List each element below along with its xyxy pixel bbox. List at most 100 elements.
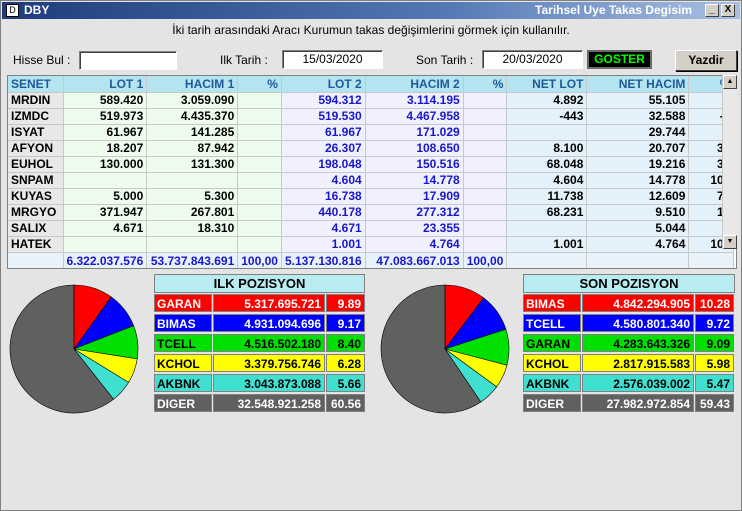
position-symbol: GARAN <box>154 294 212 312</box>
table-header-row: SENET LOT 1 HACIM 1% LOT 2 HACIM 2% NET LOT NE… <box>8 76 735 93</box>
column-header[interactable]: NET LOT <box>506 76 588 93</box>
table-cell: 12.609 <box>586 188 690 205</box>
hisse-bul-label: Hisse Bul : <box>13 53 71 67</box>
table-cell: 68.231 <box>506 204 588 221</box>
son-pozisyon-title: SON POZISYON <box>523 274 735 293</box>
position-row: BIMAS 4.931.094.696 9.17 <box>154 314 366 333</box>
position-value: 2.576.039.002 <box>582 374 694 392</box>
table-row[interactable]: IZMDC 519.973 4.435.370 519.530 4.467.958 -44… <box>8 108 735 125</box>
table-cell: 5.000 <box>63 188 148 205</box>
takas-table[interactable]: SENET LOT 1 HACIM 1% LOT 2 HACIM 2% NET LOT NE… <box>7 75 737 269</box>
table-cell <box>63 172 148 189</box>
son-tarih-label: Son Tarih : <box>416 53 474 67</box>
position-value: 32.548.921.258 <box>213 394 325 412</box>
total-cell <box>8 252 64 268</box>
position-value: 4.842.294.905 <box>582 294 694 312</box>
table-cell: 4.671 <box>63 220 148 237</box>
row-symbol: AFYON <box>8 140 64 157</box>
position-row: DIGER 27.982.972.854 59.43 <box>523 394 735 413</box>
position-symbol: TCELL <box>154 334 212 352</box>
yazdir-button[interactable]: Yazdir <box>675 50 737 71</box>
table-cell: 18.310 <box>146 220 239 237</box>
table-cell <box>463 172 508 189</box>
table-cell: 3.059.090 <box>146 92 239 109</box>
table-cell: 130.000 <box>63 156 148 173</box>
table-cell <box>463 108 508 125</box>
position-symbol: BIMAS <box>523 294 581 312</box>
table-cell: 108.650 <box>365 140 464 157</box>
position-symbol: DIGER <box>523 394 581 412</box>
ilk-pozisyon-pie-chart <box>9 284 139 414</box>
column-header[interactable]: % <box>237 76 282 93</box>
table-scrollbar[interactable]: ▲ ▼ <box>722 75 737 249</box>
table-row[interactable]: MRDIN 589.420 3.059.090 594.312 3.114.195 4.8… <box>8 92 735 109</box>
scroll-down-icon[interactable]: ▼ <box>723 235 737 249</box>
column-header[interactable]: HACIM 1 <box>146 76 239 93</box>
scroll-up-icon[interactable]: ▲ <box>723 75 737 89</box>
column-header[interactable]: NET HACIM <box>586 76 690 93</box>
table-cell: 29.744 <box>586 124 690 141</box>
app-icon[interactable]: D <box>6 4 19 17</box>
row-symbol: HATEK <box>8 236 64 253</box>
hisse-bul-input[interactable] <box>79 51 177 70</box>
table-cell <box>146 236 239 253</box>
total-cell: 47.083.667.013 <box>365 252 464 268</box>
ilk-tarih-input[interactable]: 15/03/2020 <box>282 50 383 69</box>
table-cell: 589.420 <box>63 92 148 109</box>
position-row: GARAN 5.317.695.721 9.89 <box>154 294 366 313</box>
table-cell <box>506 124 588 141</box>
table-row[interactable]: EUHOL 130.000 131.300 198.048 150.516 68.048 1… <box>8 156 735 173</box>
pie-slice-diger <box>9 284 114 414</box>
column-header[interactable]: LOT 2 <box>281 76 366 93</box>
table-row[interactable]: AFYON 18.207 87.942 26.307 108.650 8.100 20.70… <box>8 140 735 157</box>
son-tarih-input[interactable]: 20/03/2020 <box>482 50 583 69</box>
goster-button[interactable]: GOSTER <box>587 50 652 69</box>
table-row[interactable]: SNPAM 4.604 14.778 4.604 14.778 100 <box>8 172 735 189</box>
position-percent: 9.72 <box>695 314 734 332</box>
ilk-tarih-label: Ilk Tarih : <box>220 53 268 67</box>
table-cell: 198.048 <box>281 156 366 173</box>
table-row[interactable]: ISYAT 61.967 141.285 61.967 171.029 29.744 <box>8 124 735 141</box>
total-cell: 100,00 <box>463 252 508 268</box>
minimize-button[interactable]: _ <box>705 4 719 17</box>
position-percent: 9.89 <box>326 294 365 312</box>
table-cell: 5.300 <box>146 188 239 205</box>
table-cell <box>463 204 508 221</box>
table-row[interactable]: SALIX 4.671 18.310 4.671 23.355 5.044 <box>8 220 735 237</box>
totals-row: 6.322.037.576 53.737.843.691 100,00 5.137.1… <box>8 252 735 268</box>
position-symbol: DIGER <box>154 394 212 412</box>
table-cell: 19.216 <box>586 156 690 173</box>
table-row[interactable]: HATEK 1.001 4.764 1.001 4.764 100 <box>8 236 735 253</box>
table-cell: 440.178 <box>281 204 366 221</box>
position-percent: 5.98 <box>695 354 734 372</box>
row-symbol: KUYAS <box>8 188 64 205</box>
position-row: TCELL 4.580.801.340 9.72 <box>523 314 735 333</box>
position-symbol: AKBNK <box>154 374 212 392</box>
position-percent: 10.28 <box>695 294 734 312</box>
position-percent: 8.40 <box>326 334 365 352</box>
table-cell <box>463 156 508 173</box>
close-button[interactable]: X <box>721 4 735 17</box>
row-symbol: ISYAT <box>8 124 64 141</box>
table-cell: 4.764 <box>586 236 690 253</box>
table-cell <box>146 172 239 189</box>
position-symbol: KCHOL <box>523 354 581 372</box>
column-header[interactable]: SENET <box>8 76 64 93</box>
column-header[interactable]: % <box>463 76 508 93</box>
column-header[interactable]: LOT 1 <box>63 76 148 93</box>
table-cell <box>237 140 282 157</box>
position-value: 4.580.801.340 <box>582 314 694 332</box>
table-row[interactable]: KUYAS5.0005.30016.73817.90911.73812.6097… <box>8 188 735 205</box>
table-row[interactable]: MRGYO 371.947 267.801 440.178 277.312 68.231 9… <box>8 204 735 221</box>
table-cell: 371.947 <box>63 204 148 221</box>
table-cell <box>237 108 282 125</box>
table-cell: 519.530 <box>281 108 366 125</box>
table-cell: 4.604 <box>506 172 588 189</box>
total-cell <box>688 252 735 268</box>
table-cell: 4.435.370 <box>146 108 239 125</box>
column-header[interactable]: HACIM 2 <box>365 76 464 93</box>
position-value: 4.931.094.696 <box>213 314 325 332</box>
position-percent: 6.28 <box>326 354 365 372</box>
title-bar[interactable]: D DBY Tarihsel Uye Takas Degisim _ X <box>2 2 740 19</box>
son-pozisyon-pie-chart <box>380 284 510 414</box>
